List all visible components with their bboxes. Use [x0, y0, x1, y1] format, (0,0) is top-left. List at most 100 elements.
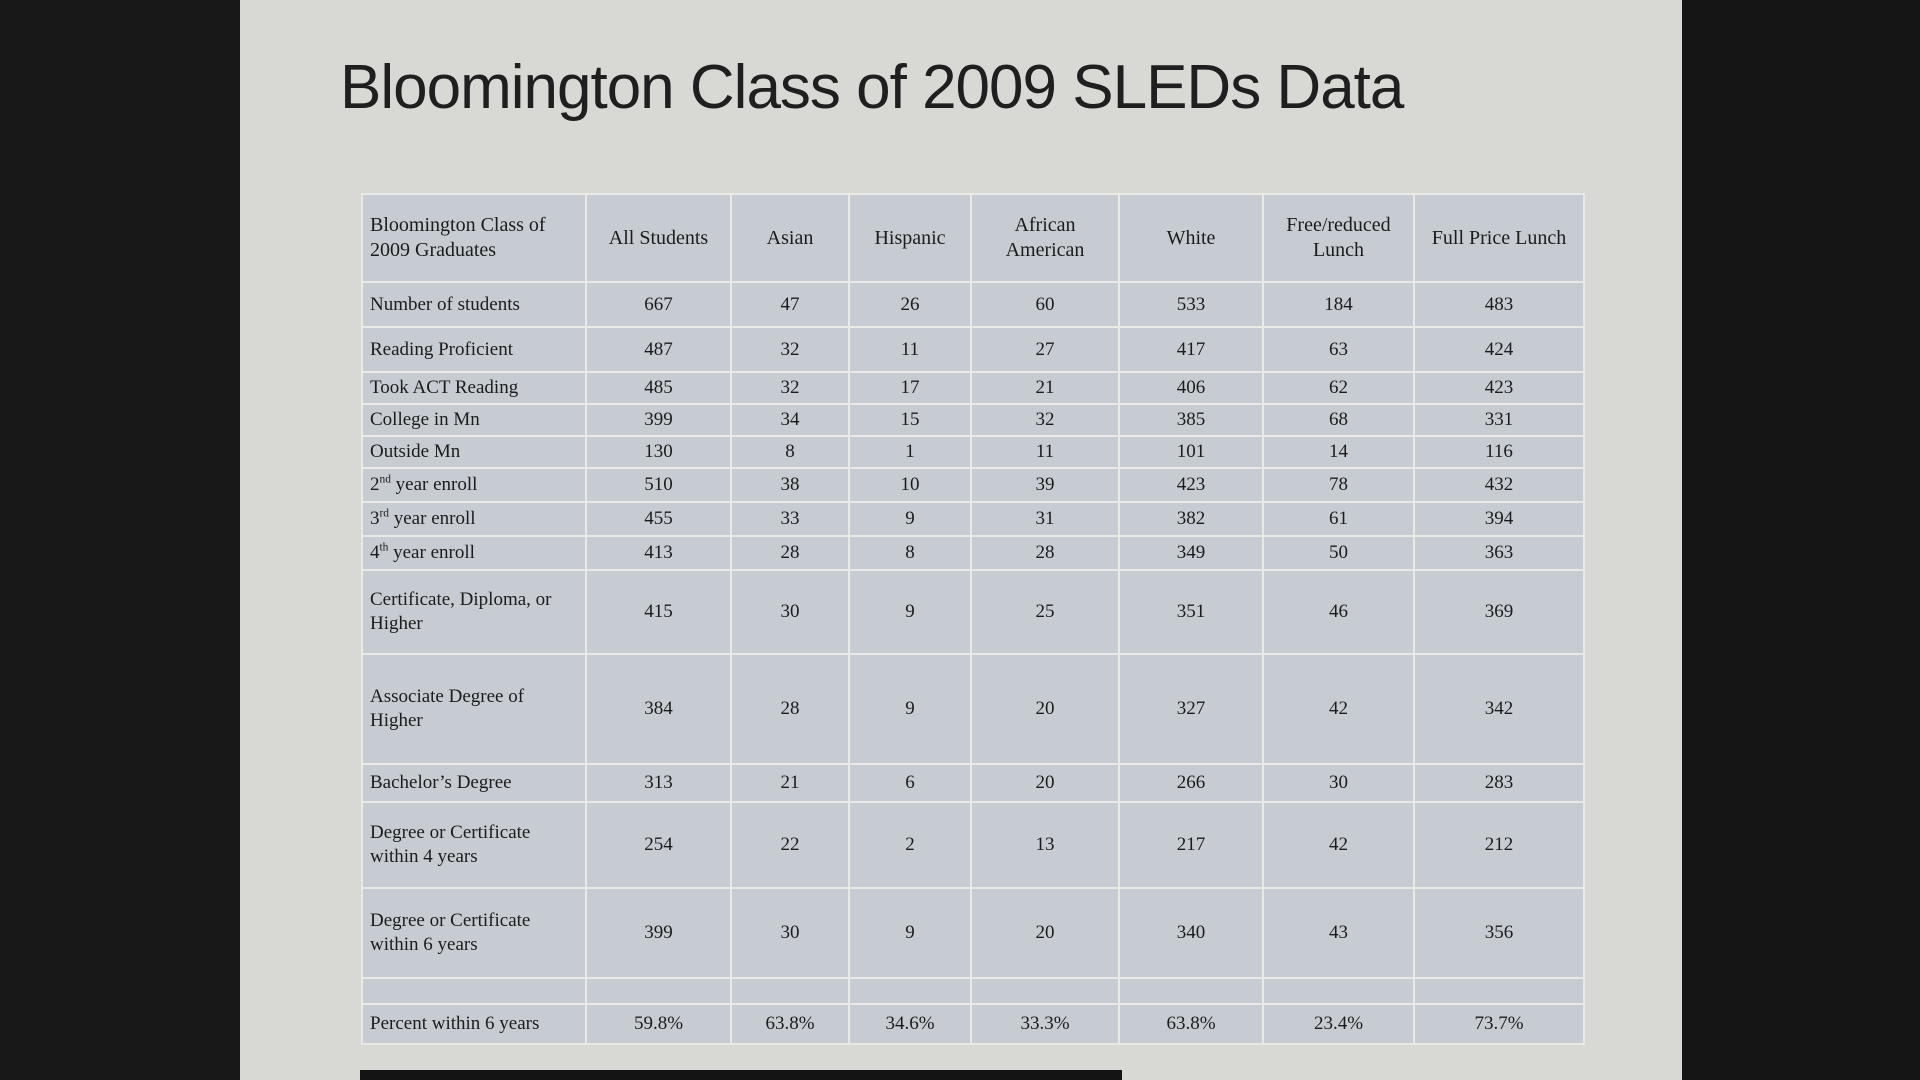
- cell-value: 22: [730, 801, 850, 889]
- cell-value: 9: [848, 887, 972, 979]
- cell-value: 42: [1262, 801, 1415, 889]
- cell-value: 30: [1262, 763, 1415, 803]
- row-label: Degree or Certificate within 6 years: [361, 887, 587, 979]
- cell-value: 9: [848, 569, 972, 655]
- cell-value: [1118, 977, 1264, 1005]
- column-header: White: [1118, 193, 1264, 283]
- table-row: Degree or Certificate within 6 years 399 3…: [361, 887, 1585, 979]
- cell-value: 130: [585, 435, 732, 469]
- cell-value: 254: [585, 801, 732, 889]
- table-row: Bachelor’s Degree 313 21 6 20 266 30 283: [361, 763, 1585, 803]
- cell-value: 1: [848, 435, 972, 469]
- cell-value: 356: [1413, 887, 1585, 979]
- cell-value: [1262, 977, 1415, 1005]
- cell-value: 363: [1413, 535, 1585, 571]
- cell-value: 432: [1413, 467, 1585, 503]
- table-row: 2nd year enroll 510 38 10 39 423 78 432: [361, 467, 1585, 503]
- cell-value: 28: [970, 535, 1120, 571]
- cell-value: 349: [1118, 535, 1264, 571]
- cell-value: 116: [1413, 435, 1585, 469]
- cell-value: 382: [1118, 501, 1264, 537]
- cell-value: 27: [970, 326, 1120, 373]
- table-row: 4th year enroll 413 28 8 28 349 50 363: [361, 535, 1585, 571]
- row-label: 3rd year enroll: [361, 501, 587, 537]
- cell-value: 17: [848, 371, 972, 405]
- cell-value: 78: [1262, 467, 1415, 503]
- cell-value: 63.8%: [730, 1003, 850, 1045]
- cell-value: 483: [1413, 281, 1585, 328]
- cell-value: 10: [848, 467, 972, 503]
- cell-value: 667: [585, 281, 732, 328]
- cell-value: 423: [1118, 467, 1264, 503]
- table-header: Bloomington Class of 2009 Graduates All S…: [361, 193, 1585, 283]
- cell-value: 417: [1118, 326, 1264, 373]
- table-row: Percent within 6 years 59.8% 63.8% 34.6% 33.…: [361, 1003, 1585, 1045]
- cell-value: 8: [730, 435, 850, 469]
- cell-value: 283: [1413, 763, 1585, 803]
- cell-value: 385: [1118, 403, 1264, 437]
- cell-value: 33: [730, 501, 850, 537]
- row-label: Took ACT Reading: [361, 371, 587, 405]
- cell-value: 42: [1262, 653, 1415, 765]
- cell-value: 38: [730, 467, 850, 503]
- table-row: College in Mn 399 34 15 32 385 68 331: [361, 403, 1585, 437]
- cell-value: 351: [1118, 569, 1264, 655]
- cell-value: 63.8%: [1118, 1003, 1264, 1045]
- cell-value: 313: [585, 763, 732, 803]
- cell-value: 510: [585, 467, 732, 503]
- cell-value: 31: [970, 501, 1120, 537]
- cell-value: 533: [1118, 281, 1264, 328]
- cell-value: 47: [730, 281, 850, 328]
- cell-value: 384: [585, 653, 732, 765]
- table-row: Number of students 667 47 26 60 533 184 483: [361, 281, 1585, 328]
- cell-value: 399: [585, 403, 732, 437]
- row-label: Percent within 6 years: [361, 1003, 587, 1045]
- cell-value: 9: [848, 501, 972, 537]
- cell-value: 212: [1413, 801, 1585, 889]
- cell-value: 25: [970, 569, 1120, 655]
- table-row: Reading Proficient 487 32 11 27 417 63 424: [361, 326, 1585, 373]
- row-label: Bachelor’s Degree: [361, 763, 587, 803]
- cell-value: 39: [970, 467, 1120, 503]
- cell-value: [730, 977, 850, 1005]
- cell-value: 43: [1262, 887, 1415, 979]
- cell-value: 32: [970, 403, 1120, 437]
- cell-value: 33.3%: [970, 1003, 1120, 1045]
- cell-value: 424: [1413, 326, 1585, 373]
- cell-value: 30: [730, 887, 850, 979]
- table-row: Associate Degree of Higher 384 28 9 20 327 42 3…: [361, 653, 1585, 765]
- cell-value: 61: [1262, 501, 1415, 537]
- cell-value: 32: [730, 326, 850, 373]
- sleds-table: Bloomington Class of 2009 Graduates All S…: [361, 193, 1585, 1045]
- cell-value: 8: [848, 535, 972, 571]
- cell-value: 423: [1413, 371, 1585, 405]
- cell-value: 9: [848, 653, 972, 765]
- column-header: African American: [970, 193, 1120, 283]
- cell-value: 30: [730, 569, 850, 655]
- cell-value: 14: [1262, 435, 1415, 469]
- table-row: 3rd year enroll 455 33 9 31 382 61 394: [361, 501, 1585, 537]
- row-label: Number of students: [361, 281, 587, 328]
- cell-value: 34.6%: [848, 1003, 972, 1045]
- cell-value: 217: [1118, 801, 1264, 889]
- table-row: Took ACT Reading 485 32 17 21 406 62 423: [361, 371, 1585, 405]
- cell-value: 413: [585, 535, 732, 571]
- row-label: Certificate, Diploma, or Higher: [361, 569, 587, 655]
- cell-value: 73.7%: [1413, 1003, 1585, 1045]
- cell-value: 21: [970, 371, 1120, 405]
- bottom-strip: [360, 1070, 1122, 1080]
- row-label: Degree or Certificate within 4 years: [361, 801, 587, 889]
- cell-value: 63: [1262, 326, 1415, 373]
- slide-title: Bloomington Class of 2009 SLEDs Data: [340, 53, 1404, 122]
- table-row: Degree or Certificate within 4 years 254 2…: [361, 801, 1585, 889]
- letterbox-left: [0, 0, 240, 1080]
- table-row: Outside Mn 130 8 1 11 101 14 116: [361, 435, 1585, 469]
- column-header: Full Price Lunch: [1413, 193, 1585, 283]
- row-label: Outside Mn: [361, 435, 587, 469]
- cell-value: 20: [970, 653, 1120, 765]
- cell-value: 487: [585, 326, 732, 373]
- cell-value: 399: [585, 887, 732, 979]
- letterbox-right: [1682, 0, 1920, 1080]
- cell-value: 266: [1118, 763, 1264, 803]
